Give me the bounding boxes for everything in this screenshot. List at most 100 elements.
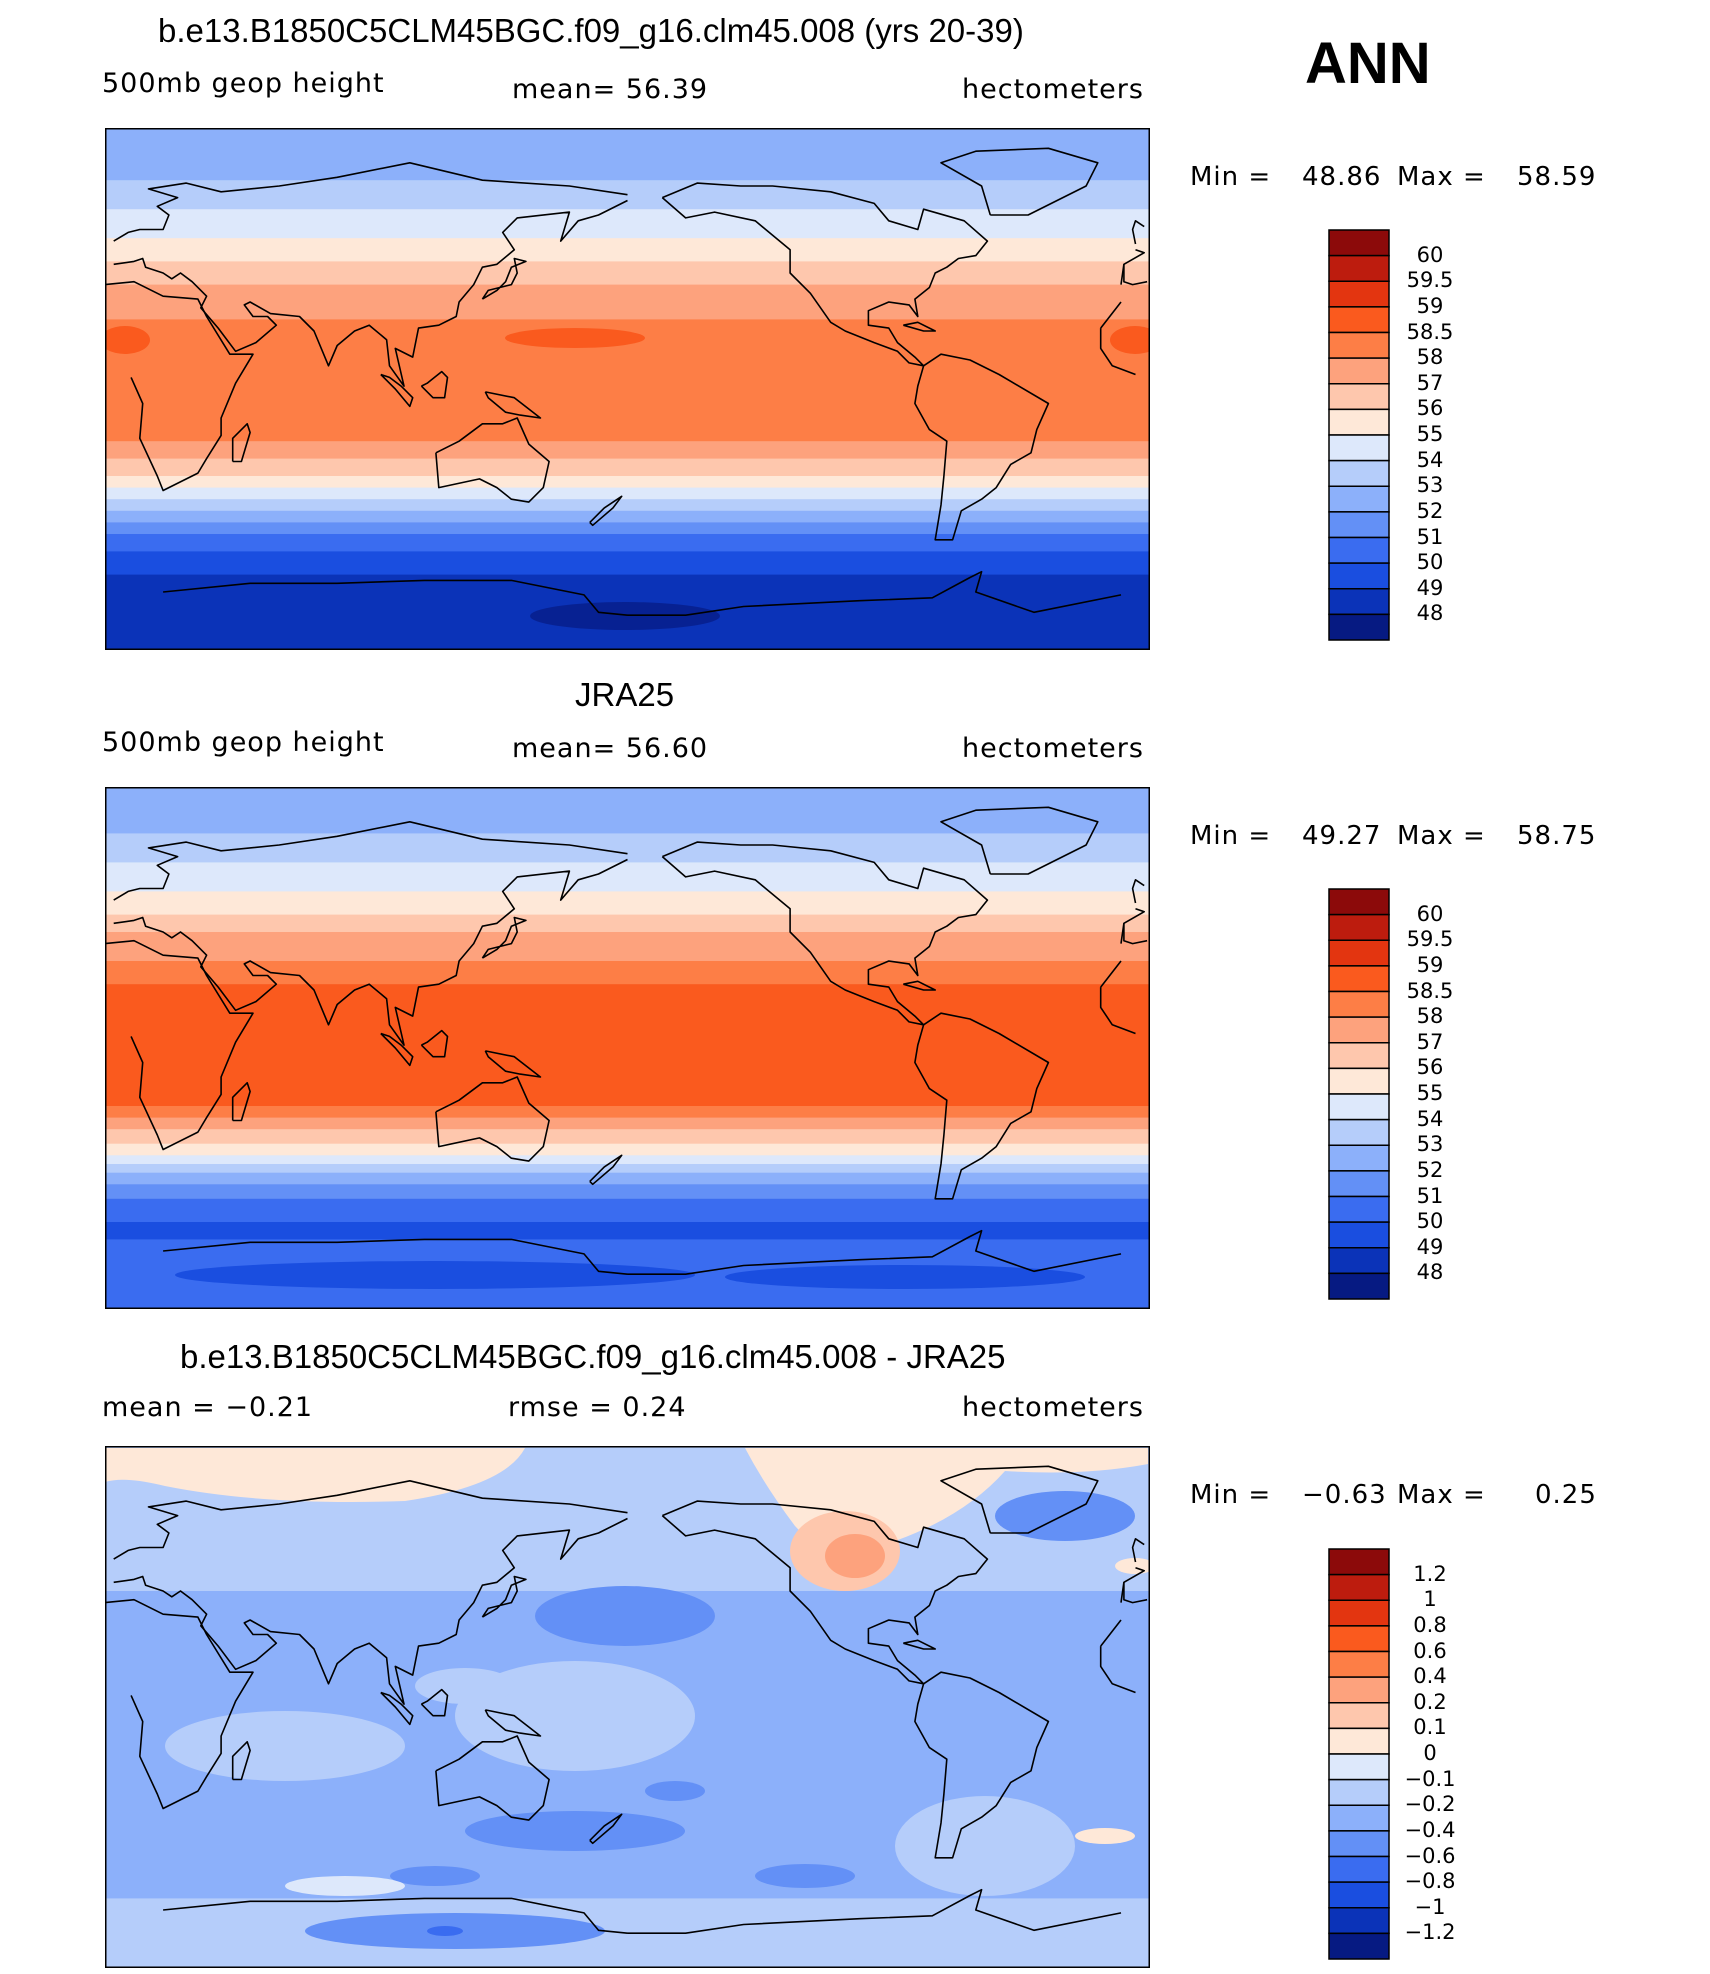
coastline	[589, 1154, 623, 1186]
coastline	[231, 1740, 251, 1781]
colorbar-swatch	[1328, 357, 1390, 385]
colorbar-tick-label: 56	[1416, 396, 1444, 421]
contour-band	[105, 180, 1150, 210]
colorbar-swatch	[1328, 1042, 1390, 1070]
coastline	[661, 841, 989, 1026]
coastline	[1120, 1567, 1145, 1603]
coastline	[105, 1598, 254, 1810]
contour-band	[105, 1172, 1150, 1185]
colorbar-tick-label: 0.8	[1413, 1612, 1447, 1637]
panel-1-title: b.e13.B1850C5CLM45BGC.f09_g16.clm45.008 …	[158, 12, 1024, 49]
coastline	[484, 391, 542, 419]
coastline	[1123, 1582, 1148, 1604]
panel-1-units-label: hectometers	[962, 74, 1144, 105]
coastline	[380, 1691, 414, 1726]
colorbar-tick-label: −0.4	[1404, 1817, 1456, 1842]
colorbar-tick-label: 48	[1416, 601, 1444, 626]
colorbar-swatch	[1328, 1016, 1390, 1044]
colorbar-swatch	[1328, 1727, 1390, 1755]
coastline	[420, 1688, 449, 1717]
colorbar-swatch	[1328, 383, 1390, 411]
contour-band	[105, 1106, 1150, 1119]
colorbar-swatch	[1328, 280, 1390, 308]
colorbar-swatch	[1328, 1907, 1390, 1935]
coastline	[113, 858, 628, 1046]
colorbar-tick-label: 0.6	[1413, 1638, 1447, 1663]
colorbar-tick-label: 50	[1416, 1209, 1444, 1234]
colorbar-swatch	[1328, 1247, 1390, 1275]
contour-band	[105, 1184, 1150, 1200]
colorbar-tick-label: 58	[1416, 1004, 1444, 1029]
coastline	[435, 417, 550, 503]
colorbar-swatch	[1328, 588, 1390, 616]
panel-2-min-value: 49.27	[1302, 821, 1382, 851]
coastline	[1123, 923, 1148, 945]
coastline	[435, 1076, 550, 1162]
coastline	[1100, 960, 1122, 988]
panel-1-contour-bands	[105, 128, 1150, 650]
colorbar-tick-label: 58.5	[1406, 978, 1454, 1003]
colorbar-swatch	[1328, 1625, 1390, 1653]
contour-band	[105, 487, 1150, 500]
colorbar-tick-label: 55	[1416, 1081, 1444, 1105]
contour-band	[105, 833, 1150, 863]
coastline	[940, 147, 1099, 216]
colorbar-swatch	[1328, 613, 1390, 641]
colorbar-swatch	[1328, 1804, 1390, 1832]
colorbar-swatch	[1328, 1221, 1390, 1249]
colorbar-tick-label: 49	[1416, 1234, 1444, 1259]
colorbar-tick-label: −1.2	[1404, 1920, 1456, 1945]
panel-3-anomaly-blobs	[105, 1448, 1150, 1960]
panel-2-title: JRA25	[575, 676, 675, 713]
contour-band	[105, 1198, 1150, 1223]
coastline	[661, 1500, 989, 1685]
panel-2-map-svg	[105, 787, 1150, 1309]
coastline	[420, 1029, 449, 1058]
contour-band	[105, 1129, 1150, 1145]
colorbar-swatch	[1328, 1676, 1390, 1704]
contour-band	[105, 1164, 1150, 1174]
panel-2-extra-contours	[175, 1261, 1085, 1289]
colorbar-tick-label: 48	[1416, 1260, 1444, 1285]
coastline	[940, 1465, 1099, 1534]
panel-2-coastlines	[105, 806, 1148, 1276]
colorbar-tick-label: 50	[1416, 550, 1444, 575]
coastline	[914, 1671, 1050, 1859]
contour-band	[105, 862, 1150, 892]
panel-3-mean-label: mean = −0.21	[102, 1392, 314, 1423]
colorbar-tick-label: 49	[1416, 575, 1444, 600]
colorbar-tick-label: 57	[1416, 1029, 1444, 1054]
colorbar-tick-label: 53	[1416, 1132, 1444, 1157]
panel-1-max-label: Max =	[1397, 162, 1486, 192]
colorbar-swatch	[1328, 536, 1390, 564]
panel-2-contour-bands	[105, 787, 1150, 1309]
panel-1-map	[105, 128, 1150, 650]
coastline	[914, 1012, 1050, 1200]
coastline	[380, 373, 414, 408]
contour-band	[105, 891, 1150, 916]
colorbar-swatch	[1328, 1272, 1390, 1300]
colorbar-swatch	[1328, 1118, 1390, 1146]
contour-band	[105, 551, 1150, 576]
panel-1-coastlines	[105, 147, 1148, 617]
contour-band	[105, 238, 1150, 262]
colorbar-tick-label: 52	[1416, 1157, 1444, 1182]
coastline	[1123, 264, 1148, 286]
colorbar-tick-label: 1	[1423, 1587, 1437, 1612]
panel-1-map-svg	[105, 128, 1150, 650]
colorbar-swatch	[1328, 1855, 1390, 1883]
colorbar-swatch	[1328, 331, 1390, 359]
coastline	[435, 1735, 550, 1821]
panel-1-max-value: 58.59	[1517, 162, 1597, 192]
colorbar-tick-label: 57	[1416, 370, 1444, 395]
coastline	[589, 1813, 623, 1845]
colorbar-swatch	[1328, 562, 1390, 590]
contour-band	[105, 499, 1150, 512]
colorbar-tick-label: 59.5	[1406, 927, 1454, 952]
colorbar-tick-label: 54	[1416, 447, 1444, 472]
colorbar-tick-label: 54	[1416, 1106, 1444, 1131]
panel-3-colorbar	[1328, 1548, 1390, 1960]
contour-band	[105, 261, 1150, 286]
colorbar-swatch	[1328, 459, 1390, 487]
coastline	[481, 257, 527, 300]
